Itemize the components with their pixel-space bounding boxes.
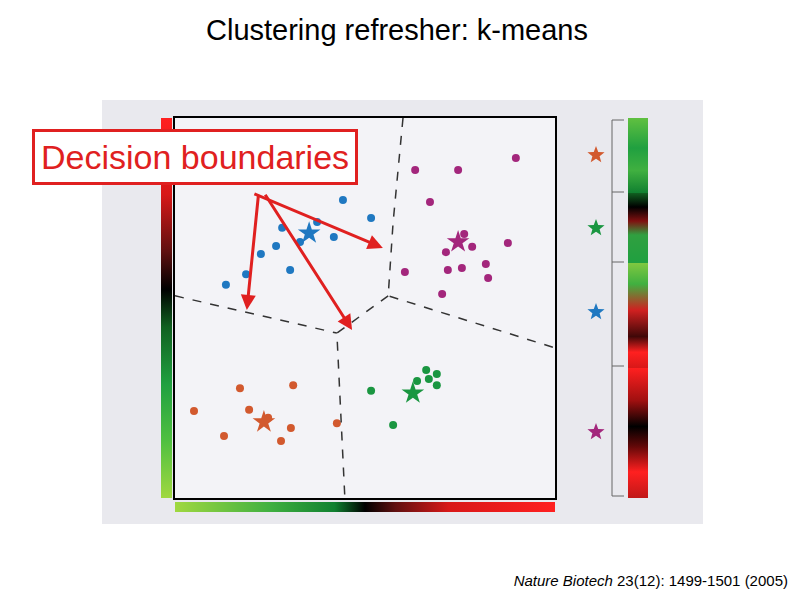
svg-text:Decision boundaries: Decision boundaries xyxy=(41,138,349,176)
html-text:Nature Biotech 23(12): 1499-15: Nature Biotech 23(12): 1499-1501 (2005) xyxy=(513,572,788,589)
html-text:Clustering refresher: k-means: Clustering refresher: k-means xyxy=(206,14,588,46)
